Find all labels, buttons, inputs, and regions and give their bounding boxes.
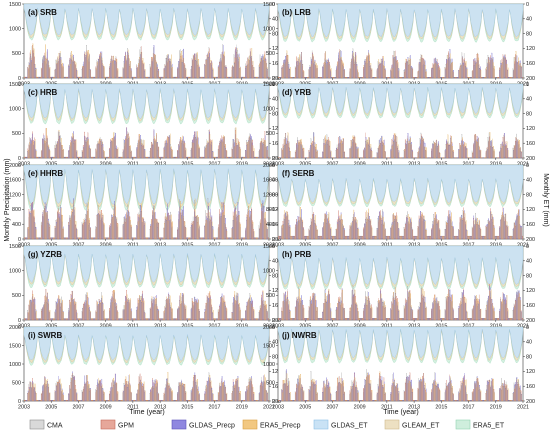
et-tick-label: 160 [272, 61, 281, 67]
et-tick-label: 40 [272, 97, 278, 103]
et-tick-label: 120 [526, 46, 535, 52]
et-tick-label: 120 [526, 126, 535, 132]
et-tick-label: 40 [526, 17, 532, 23]
et-tick-label: 0 [272, 2, 275, 8]
plot-frame [23, 83, 270, 159]
et-tick-label: 40 [272, 17, 278, 23]
y-tick-label: 500 [266, 51, 275, 57]
plot-frame [23, 3, 270, 79]
et-tick-label: 120 [272, 46, 281, 52]
panel-label: (e) HHRB [28, 169, 63, 178]
et-area-gldas-et [23, 83, 270, 119]
y-tick-label: 1500 [263, 82, 275, 88]
et-tick-label: 200 [526, 76, 535, 82]
y-tick-label: 1500 [263, 2, 275, 8]
et-tick-label: 40 [526, 97, 532, 103]
panel-label: (d) YRB [282, 88, 311, 97]
y-tick-label: 500 [266, 131, 275, 137]
et-tick-label: 200 [272, 76, 281, 82]
panel-b: 0500100015000408012016020020032005200720… [263, 2, 535, 88]
y-tick-label: 0 [18, 76, 21, 82]
y-tick-label: 1500 [9, 2, 21, 8]
et-area-gldas-et [277, 3, 524, 38]
y-tick-label: 500 [12, 51, 21, 57]
et-tick-label: 80 [526, 31, 532, 37]
y-tick-label: 1500 [9, 82, 21, 88]
y-tick-label: 800 [12, 207, 21, 213]
et-tick-label: 160 [526, 141, 535, 147]
panel-label: (c) HRB [28, 88, 58, 97]
panel-label: (b) LRB [282, 8, 311, 17]
et-tick-label: 80 [526, 111, 532, 117]
y-tick-label: 1000 [263, 26, 275, 32]
panel-label: (a) SRB [28, 8, 57, 17]
y-tick-label: 500 [12, 131, 21, 137]
et-area-gldas-et [23, 3, 270, 36]
et-tick-label: 80 [272, 31, 278, 37]
y-tick-label: 1000 [9, 26, 21, 32]
y-tick-label: 1000 [263, 106, 275, 112]
et-tick-label: 160 [526, 61, 535, 67]
et-tick-label: 0 [526, 82, 529, 88]
plot-frame [277, 3, 524, 79]
y-tick-label: 0 [272, 76, 275, 82]
y-tick-label: 1000 [9, 106, 21, 112]
et-tick-label: 0 [526, 2, 529, 8]
panel-a: 0500100015000408012016020020032005200720… [9, 2, 281, 88]
y-tick-label: 400 [12, 222, 21, 228]
